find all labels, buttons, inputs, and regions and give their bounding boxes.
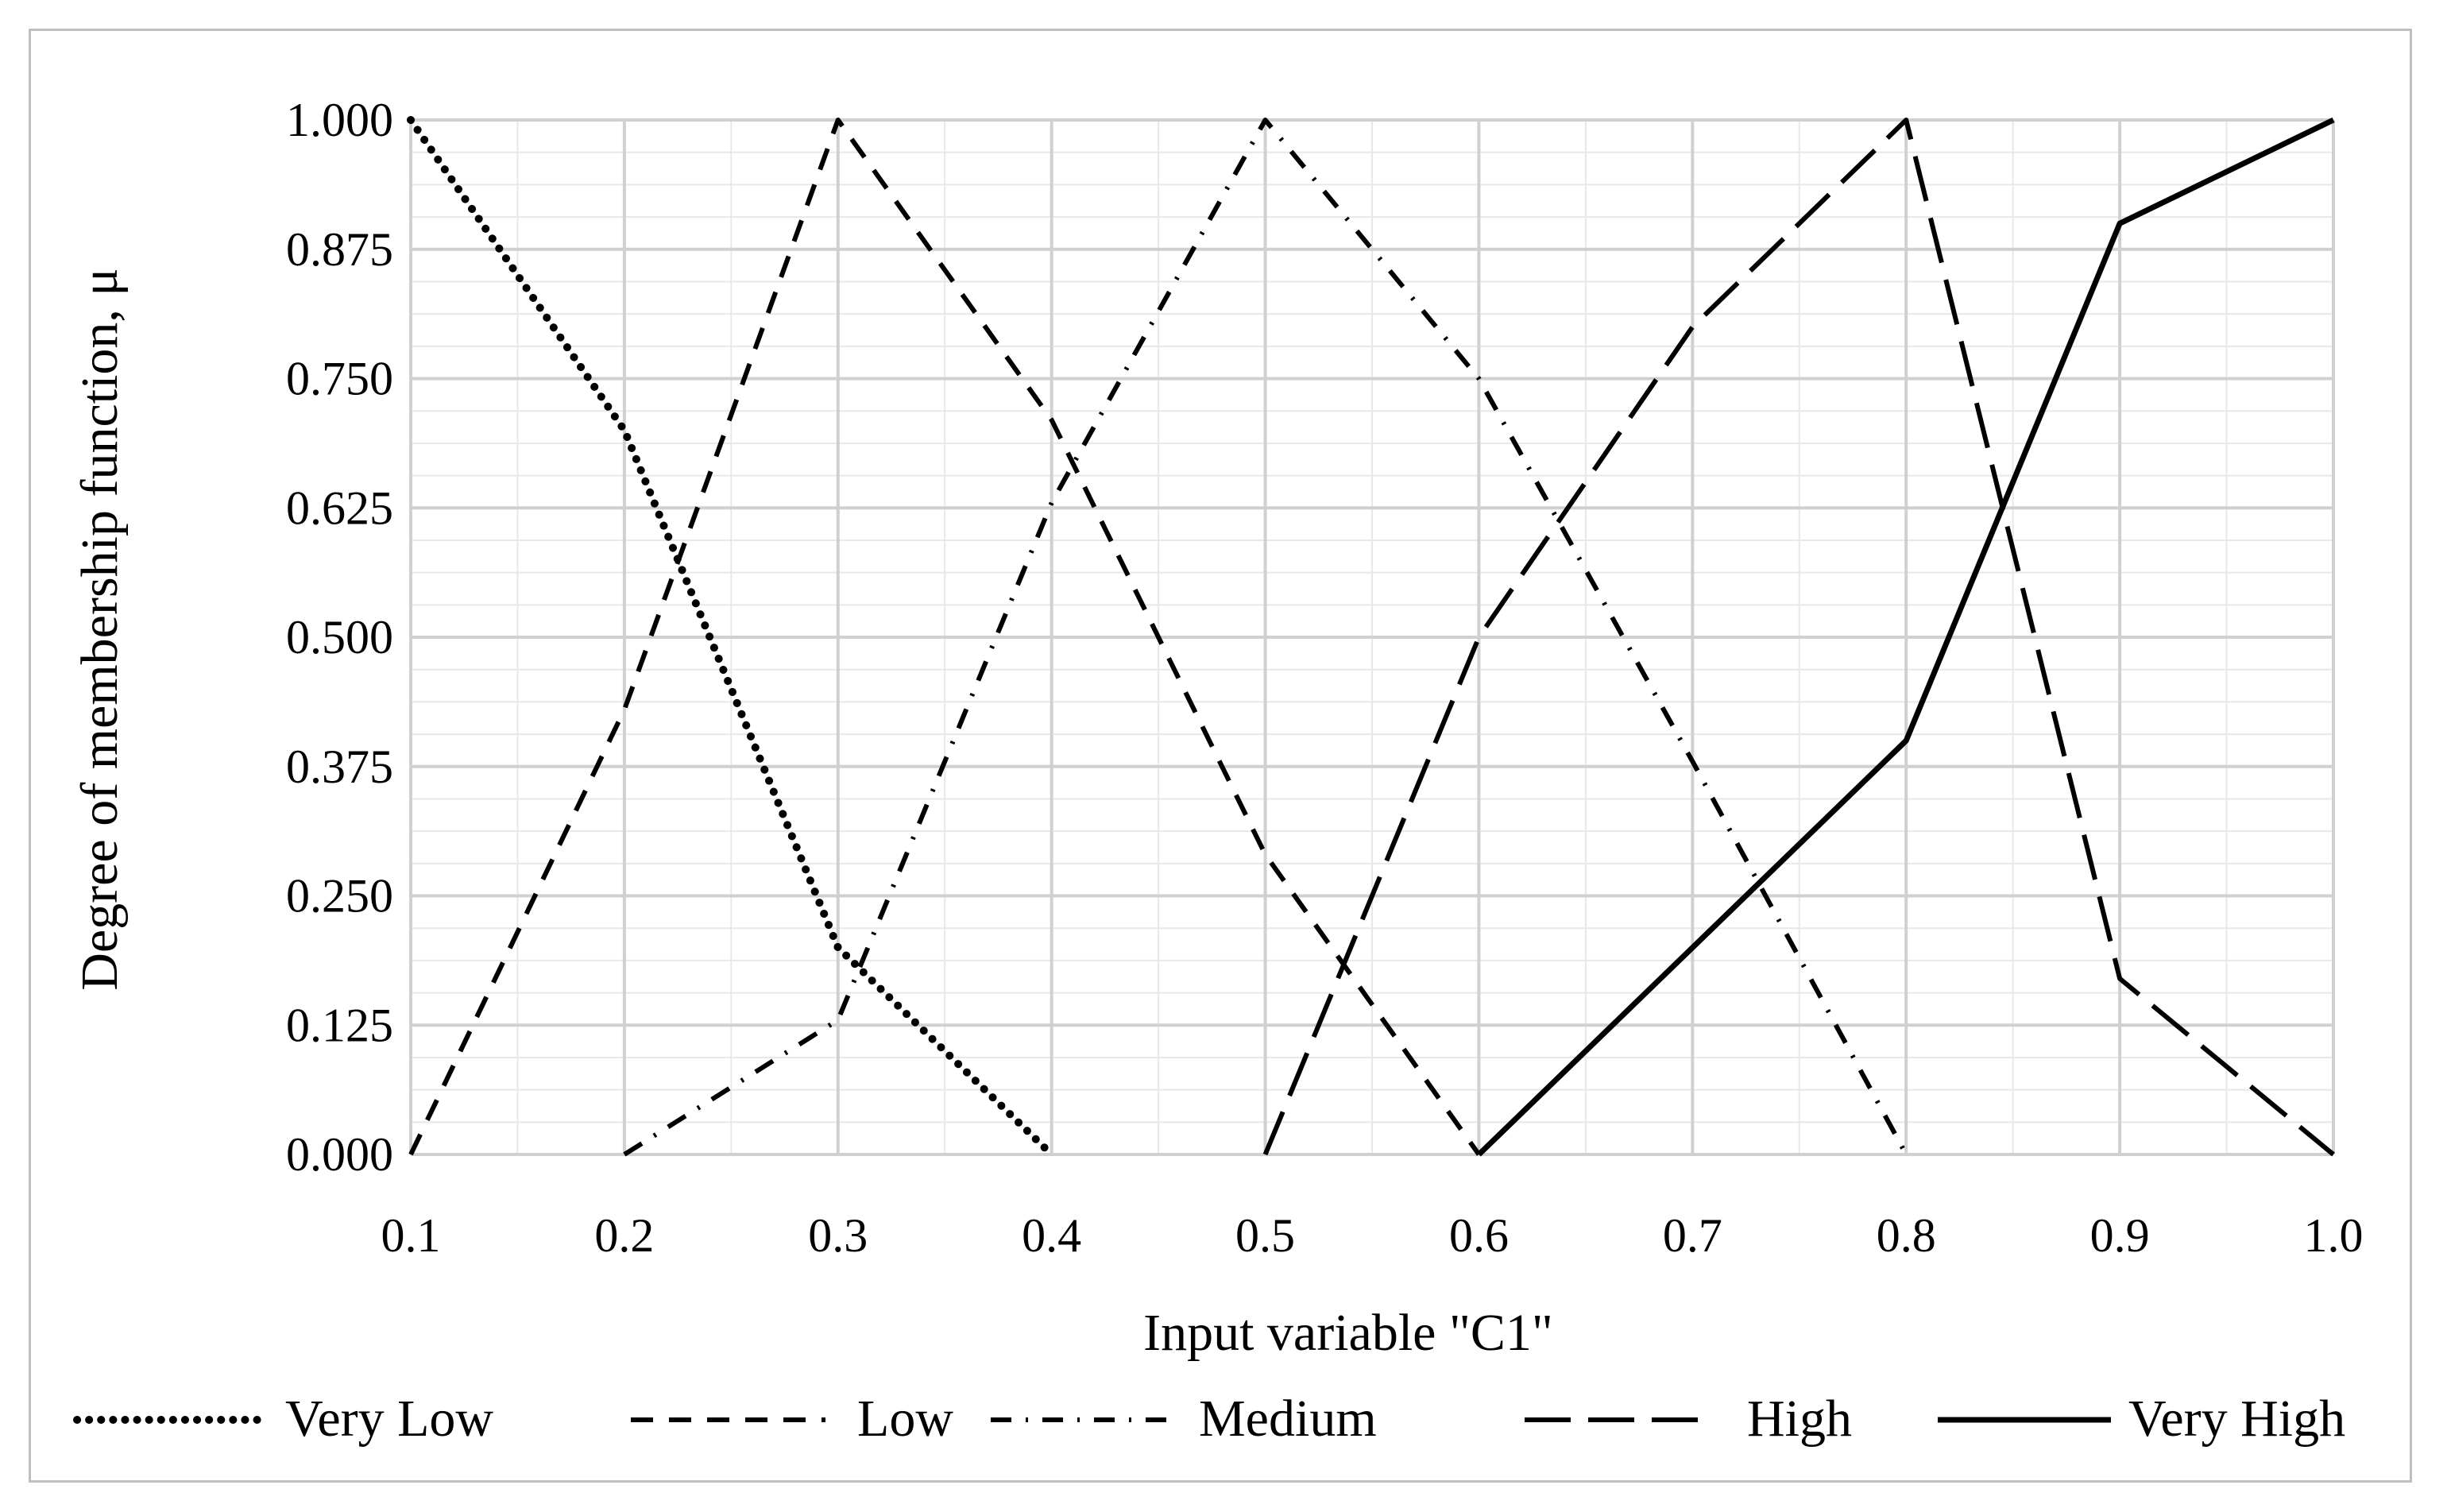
- x-tick-label: 0.3: [808, 1209, 868, 1262]
- x-axis-title: Input variable "C1": [1143, 1304, 1553, 1362]
- x-tick-label: 0.7: [1663, 1209, 1722, 1262]
- series-line-low: [408, 118, 1481, 1156]
- y-tick-label: 0.250: [286, 870, 393, 922]
- x-tick-label: 0.5: [1235, 1209, 1295, 1262]
- x-tick-label: 0.8: [1877, 1209, 1936, 1262]
- y-tick-label: 0.000: [286, 1128, 393, 1181]
- series-line-high: [1262, 118, 2335, 1157]
- y-tick-label: 0.875: [286, 223, 393, 276]
- y-tick-label: 1.000: [286, 94, 393, 146]
- legend-label: High: [1747, 1390, 1852, 1448]
- legend-label: Very Low: [285, 1390, 493, 1448]
- legend: Very Low Low Medium High Very High: [73, 1390, 2345, 1448]
- legend-label: Low: [857, 1390, 953, 1448]
- legend-label: Medium: [1199, 1390, 1377, 1448]
- x-tick-label: 0.1: [381, 1209, 441, 1262]
- x-tick-label: 0.9: [2090, 1209, 2150, 1262]
- y-tick-label: 0.500: [286, 611, 393, 663]
- y-tick-label: 0.375: [286, 741, 393, 793]
- x-tick-labels: 0.1 0.2 0.3 0.4 0.5 0.6 0.7 0.8 0.9 1.0: [381, 1209, 2364, 1262]
- y-tick-labels: 0.000 0.125 0.250 0.375 0.500 0.625 0.750 0.875…: [286, 94, 393, 1181]
- legend-label: Very High: [2128, 1390, 2345, 1448]
- series-line-medium: [623, 118, 1908, 1157]
- x-tick-label: 0.4: [1022, 1209, 1081, 1262]
- series-lines: [407, 116, 2335, 1158]
- series-line-very-high: [1477, 117, 2335, 1157]
- x-tick-label: 0.6: [1449, 1209, 1509, 1262]
- major-gridlines: [409, 118, 2335, 1156]
- y-tick-label: 0.750: [286, 353, 393, 405]
- minor-gridlines: [411, 120, 2333, 1154]
- x-tick-label: 1.0: [2304, 1209, 2364, 1262]
- y-tick-label: 0.125: [286, 999, 393, 1051]
- y-tick-label: 0.625: [286, 481, 393, 534]
- x-tick-label: 0.2: [594, 1209, 654, 1262]
- membership-function-chart: 0.000 0.125 0.250 0.375 0.500 0.625 0.750 0.875…: [71, 94, 2364, 1448]
- series-line-very-low: [407, 116, 1056, 1158]
- chart-frame: 0.000 0.125 0.250 0.375 0.500 0.625 0.750 0.875…: [29, 29, 2412, 1483]
- y-axis-title: Degree of membership function, μ: [71, 268, 129, 991]
